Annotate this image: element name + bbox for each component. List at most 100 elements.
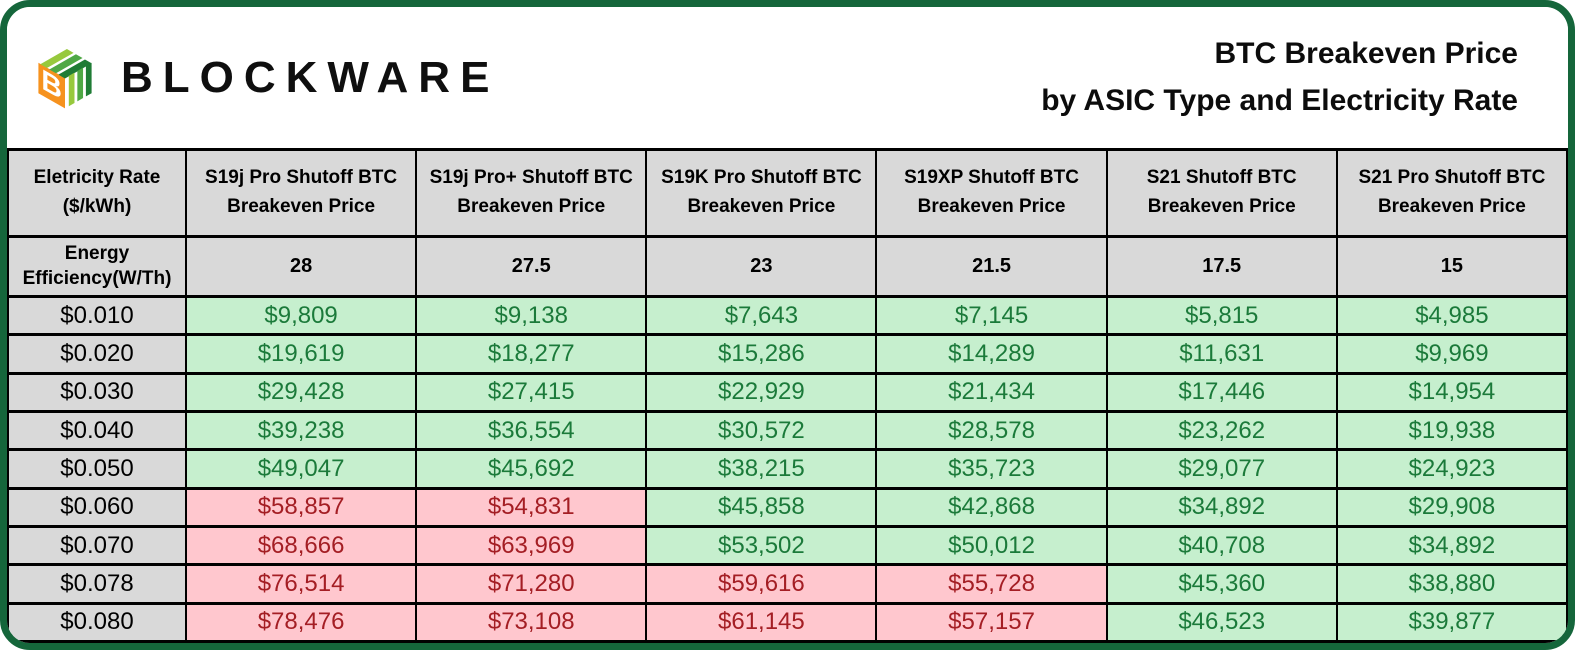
rate-cell: $0.010: [7, 295, 187, 337]
breakeven-value-cell: $39,238: [184, 410, 418, 452]
breakeven-value-cell: $14,289: [875, 333, 1108, 375]
breakeven-value-cell: $18,277: [415, 333, 648, 375]
breakeven-value-cell: $4,985: [1335, 295, 1568, 337]
efficiency-row-header: Energy Efficiency(W/Th): [7, 234, 187, 299]
breakeven-value-cell: $19,619: [184, 333, 418, 375]
breakeven-value-cell: $7,145: [875, 295, 1108, 337]
breakeven-value-cell: $78,476: [184, 601, 418, 643]
brand-name: BLOCKWARE: [121, 52, 500, 102]
efficiency-value: 17.5: [1105, 234, 1338, 299]
breakeven-value-cell: $38,215: [645, 448, 878, 490]
breakeven-value-cell: $29,428: [184, 371, 418, 414]
breakeven-value-cell: $21,434: [875, 371, 1108, 414]
breakeven-value-cell: $55,728: [875, 563, 1108, 605]
brand-logo: B BLOCKWARE: [27, 39, 499, 117]
breakeven-value-cell: $9,809: [184, 295, 418, 337]
data-row: $0.030 $29,428 $27,415 $22,929 $21,434 $17,44…: [7, 371, 1568, 414]
breakeven-value-cell: $54,831: [415, 486, 648, 528]
breakeven-value-cell: $42,868: [875, 486, 1108, 528]
breakeven-value-cell: $40,708: [1105, 524, 1338, 567]
breakeven-value-cell: $14,954: [1335, 371, 1568, 414]
breakeven-value-cell: $15,286: [645, 333, 878, 375]
efficiency-row: Energy Efficiency(W/Th) 28 27.5 23 21.5 17.5 1…: [7, 234, 1568, 299]
asic-column-header: S19j Pro+ Shutoff BTC Breakeven Price: [415, 148, 648, 238]
breakeven-value-cell: $22,929: [645, 371, 878, 414]
breakeven-value-cell: $76,514: [184, 563, 418, 605]
data-row: $0.070 $68,666 $63,969 $53,502 $50,012 $40,70…: [7, 524, 1568, 567]
page-title: BTC Breakeven Price by ASIC Type and Ele…: [1041, 31, 1518, 124]
rate-cell: $0.070: [7, 524, 187, 567]
breakeven-value-cell: $63,969: [415, 524, 648, 567]
breakeven-value-cell: $61,145: [645, 601, 878, 643]
rate-cell: $0.078: [7, 563, 187, 605]
blockware-cube-icon: B: [38, 48, 92, 108]
data-row: $0.050 $49,047 $45,692 $38,215 $35,723 $29,07…: [7, 448, 1568, 490]
asic-column-header: S19K Pro Shutoff BTC Breakeven Price: [645, 148, 878, 238]
breakeven-value-cell: $38,880: [1335, 563, 1568, 605]
breakeven-value-cell: $46,523: [1105, 601, 1338, 643]
data-row: $0.020 $19,619 $18,277 $15,286 $14,289 $11,63…: [7, 333, 1568, 375]
data-row: $0.080 $78,476 $73,108 $61,145 $57,157 $46,52…: [7, 601, 1568, 643]
breakeven-value-cell: $59,616: [645, 563, 878, 605]
breakeven-value-cell: $45,360: [1105, 563, 1338, 605]
page-header: B BLOCKWARE BTC Breakeven Price by ASIC …: [7, 7, 1568, 148]
breakeven-value-cell: $24,923: [1335, 448, 1568, 490]
asic-column-header: S21 Pro Shutoff BTC Breakeven Price: [1335, 148, 1568, 238]
rate-cell: $0.060: [7, 486, 187, 528]
breakeven-value-cell: $9,138: [415, 295, 648, 337]
breakeven-value-cell: $36,554: [415, 410, 648, 452]
efficiency-value: 27.5: [415, 234, 648, 299]
efficiency-value: 23: [645, 234, 878, 299]
breakeven-value-cell: $30,572: [645, 410, 878, 452]
title-line-1: BTC Breakeven Price: [1214, 37, 1519, 70]
breakeven-value-cell: $29,077: [1105, 448, 1338, 490]
breakeven-value-cell: $34,892: [1105, 486, 1338, 528]
rate-cell: $0.040: [7, 410, 187, 452]
breakeven-value-cell: $49,047: [184, 448, 418, 490]
breakeven-value-cell: $29,908: [1335, 486, 1568, 528]
breakeven-value-cell: $45,692: [415, 448, 648, 490]
breakeven-value-cell: $68,666: [184, 524, 418, 567]
breakeven-value-cell: $28,578: [875, 410, 1108, 452]
breakeven-value-cell: $50,012: [875, 524, 1108, 567]
data-row: $0.040 $39,238 $36,554 $30,572 $28,578 $23,26…: [7, 410, 1568, 452]
breakeven-value-cell: $39,877: [1335, 601, 1568, 643]
data-row: $0.060 $58,857 $54,831 $45,858 $42,868 $34,89…: [7, 486, 1568, 528]
efficiency-value: 15: [1335, 234, 1568, 299]
breakeven-value-cell: $19,938: [1335, 410, 1568, 452]
rate-cell: $0.030: [7, 371, 187, 414]
data-row: $0.010 $9,809 $9,138 $7,643 $7,145 $5,815 $4,9…: [7, 295, 1568, 337]
breakeven-value-cell: $11,631: [1105, 333, 1338, 375]
table-wrapper: Eletricity Rate ($/kWh) S19j Pro Shutoff B…: [7, 148, 1568, 643]
breakeven-value-cell: $34,892: [1335, 524, 1568, 567]
breakeven-table-body: Eletricity Rate ($/kWh) S19j Pro Shutoff B…: [7, 148, 1568, 643]
breakeven-value-cell: $73,108: [415, 601, 648, 643]
rate-cell: $0.080: [7, 601, 187, 643]
breakeven-value-cell: $45,858: [645, 486, 878, 528]
efficiency-value: 21.5: [875, 234, 1108, 299]
asic-column-header: S21 Shutoff BTC Breakeven Price: [1105, 148, 1338, 238]
breakeven-value-cell: $35,723: [875, 448, 1108, 490]
data-row: $0.078 $76,514 $71,280 $59,616 $55,728 $45,36…: [7, 563, 1568, 605]
breakeven-value-cell: $57,157: [875, 601, 1108, 643]
breakeven-value-cell: $17,446: [1105, 371, 1338, 414]
breakeven-value-cell: $27,415: [415, 371, 648, 414]
breakeven-value-cell: $5,815: [1105, 295, 1338, 337]
asic-column-header: S19XP Shutoff BTC Breakeven Price: [875, 148, 1108, 238]
rate-cell: $0.050: [7, 448, 187, 490]
column-header-row: Eletricity Rate ($/kWh) S19j Pro Shutoff B…: [7, 148, 1568, 238]
breakeven-value-cell: $53,502: [645, 524, 878, 567]
breakeven-value-cell: $7,643: [645, 295, 878, 337]
asic-column-header: S19j Pro Shutoff BTC Breakeven Price: [184, 148, 418, 238]
breakeven-table: Eletricity Rate ($/kWh) S19j Pro Shutoff B…: [7, 148, 1568, 643]
efficiency-value: 28: [184, 234, 418, 299]
title-line-2: by ASIC Type and Electricity Rate: [1041, 83, 1518, 117]
breakeven-value-cell: $71,280: [415, 563, 648, 605]
rate-cell: $0.020: [7, 333, 187, 375]
breakeven-value-cell: $9,969: [1335, 333, 1568, 375]
breakeven-value-cell: $23,262: [1105, 410, 1338, 452]
rate-column-header: Eletricity Rate ($/kWh): [7, 148, 187, 238]
svg-text:B: B: [41, 62, 62, 106]
breakeven-value-cell: $58,857: [184, 486, 418, 528]
